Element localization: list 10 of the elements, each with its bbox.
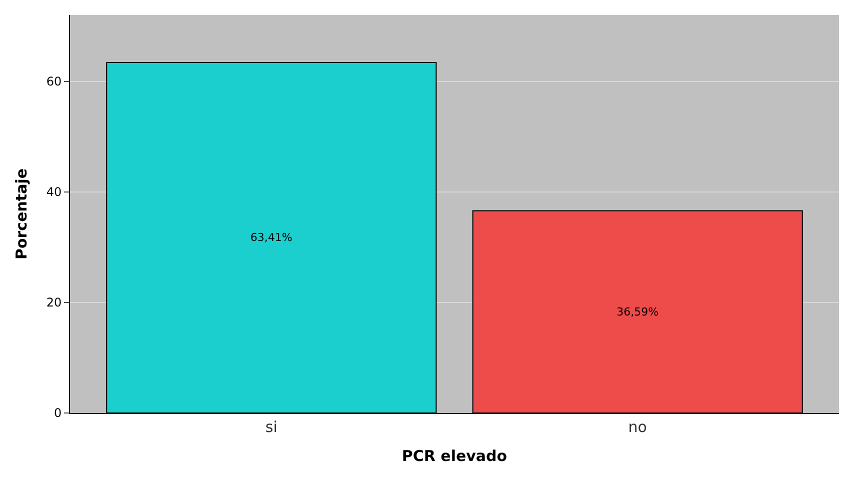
y-tick-label: 0 — [54, 406, 62, 420]
y-axis-title: Porcentaje — [12, 168, 31, 260]
y-tick-label: 40 — [46, 185, 62, 200]
data-label: 63,41% — [250, 231, 292, 244]
x-axis-title: PCR elevado — [402, 447, 508, 465]
x-tick-label: no — [628, 418, 647, 436]
x-tick-label: si — [265, 418, 278, 436]
data-label: 36,59% — [616, 305, 659, 318]
y-tick-label: 20 — [46, 296, 62, 310]
y-tick-label: 60 — [46, 74, 62, 89]
